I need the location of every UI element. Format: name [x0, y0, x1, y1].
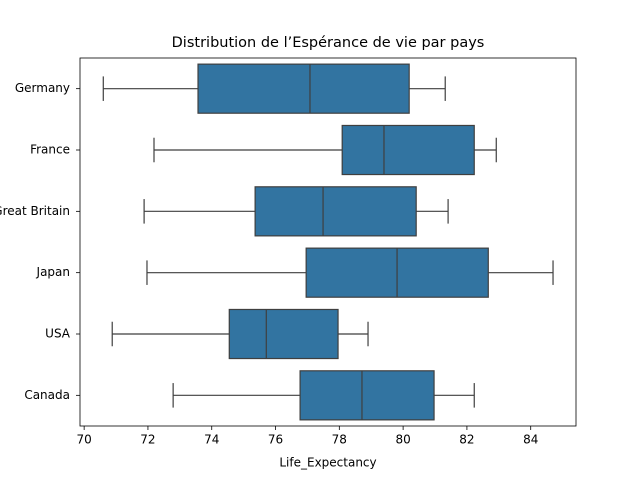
box [254, 186, 417, 237]
y-tick-label: France [30, 143, 70, 157]
x-tick-label: 76 [268, 433, 283, 447]
x-axis-label: Life_Expectancy [279, 456, 376, 470]
x-tick-label: 84 [523, 433, 538, 447]
x-tick-label: 70 [77, 433, 92, 447]
plot-frame [79, 57, 577, 427]
y-tick-label: USA [45, 327, 71, 341]
y-tick-label: Canada [24, 388, 70, 402]
x-tick-label: 74 [204, 433, 219, 447]
box [341, 124, 475, 176]
x-tick-label: 82 [459, 433, 474, 447]
chart-title: Distribution de l’Espérance de vie par p… [172, 35, 485, 51]
y-tick-label: Japan [36, 265, 70, 279]
y-tick-label: Great Britain [0, 204, 70, 218]
box [299, 370, 435, 421]
box [197, 63, 410, 114]
x-tick-label: 72 [140, 433, 155, 447]
x-tick-label: 80 [395, 433, 410, 447]
x-tick-label: 78 [332, 433, 347, 447]
y-tick-label: Germany [15, 81, 70, 95]
box [228, 308, 339, 360]
